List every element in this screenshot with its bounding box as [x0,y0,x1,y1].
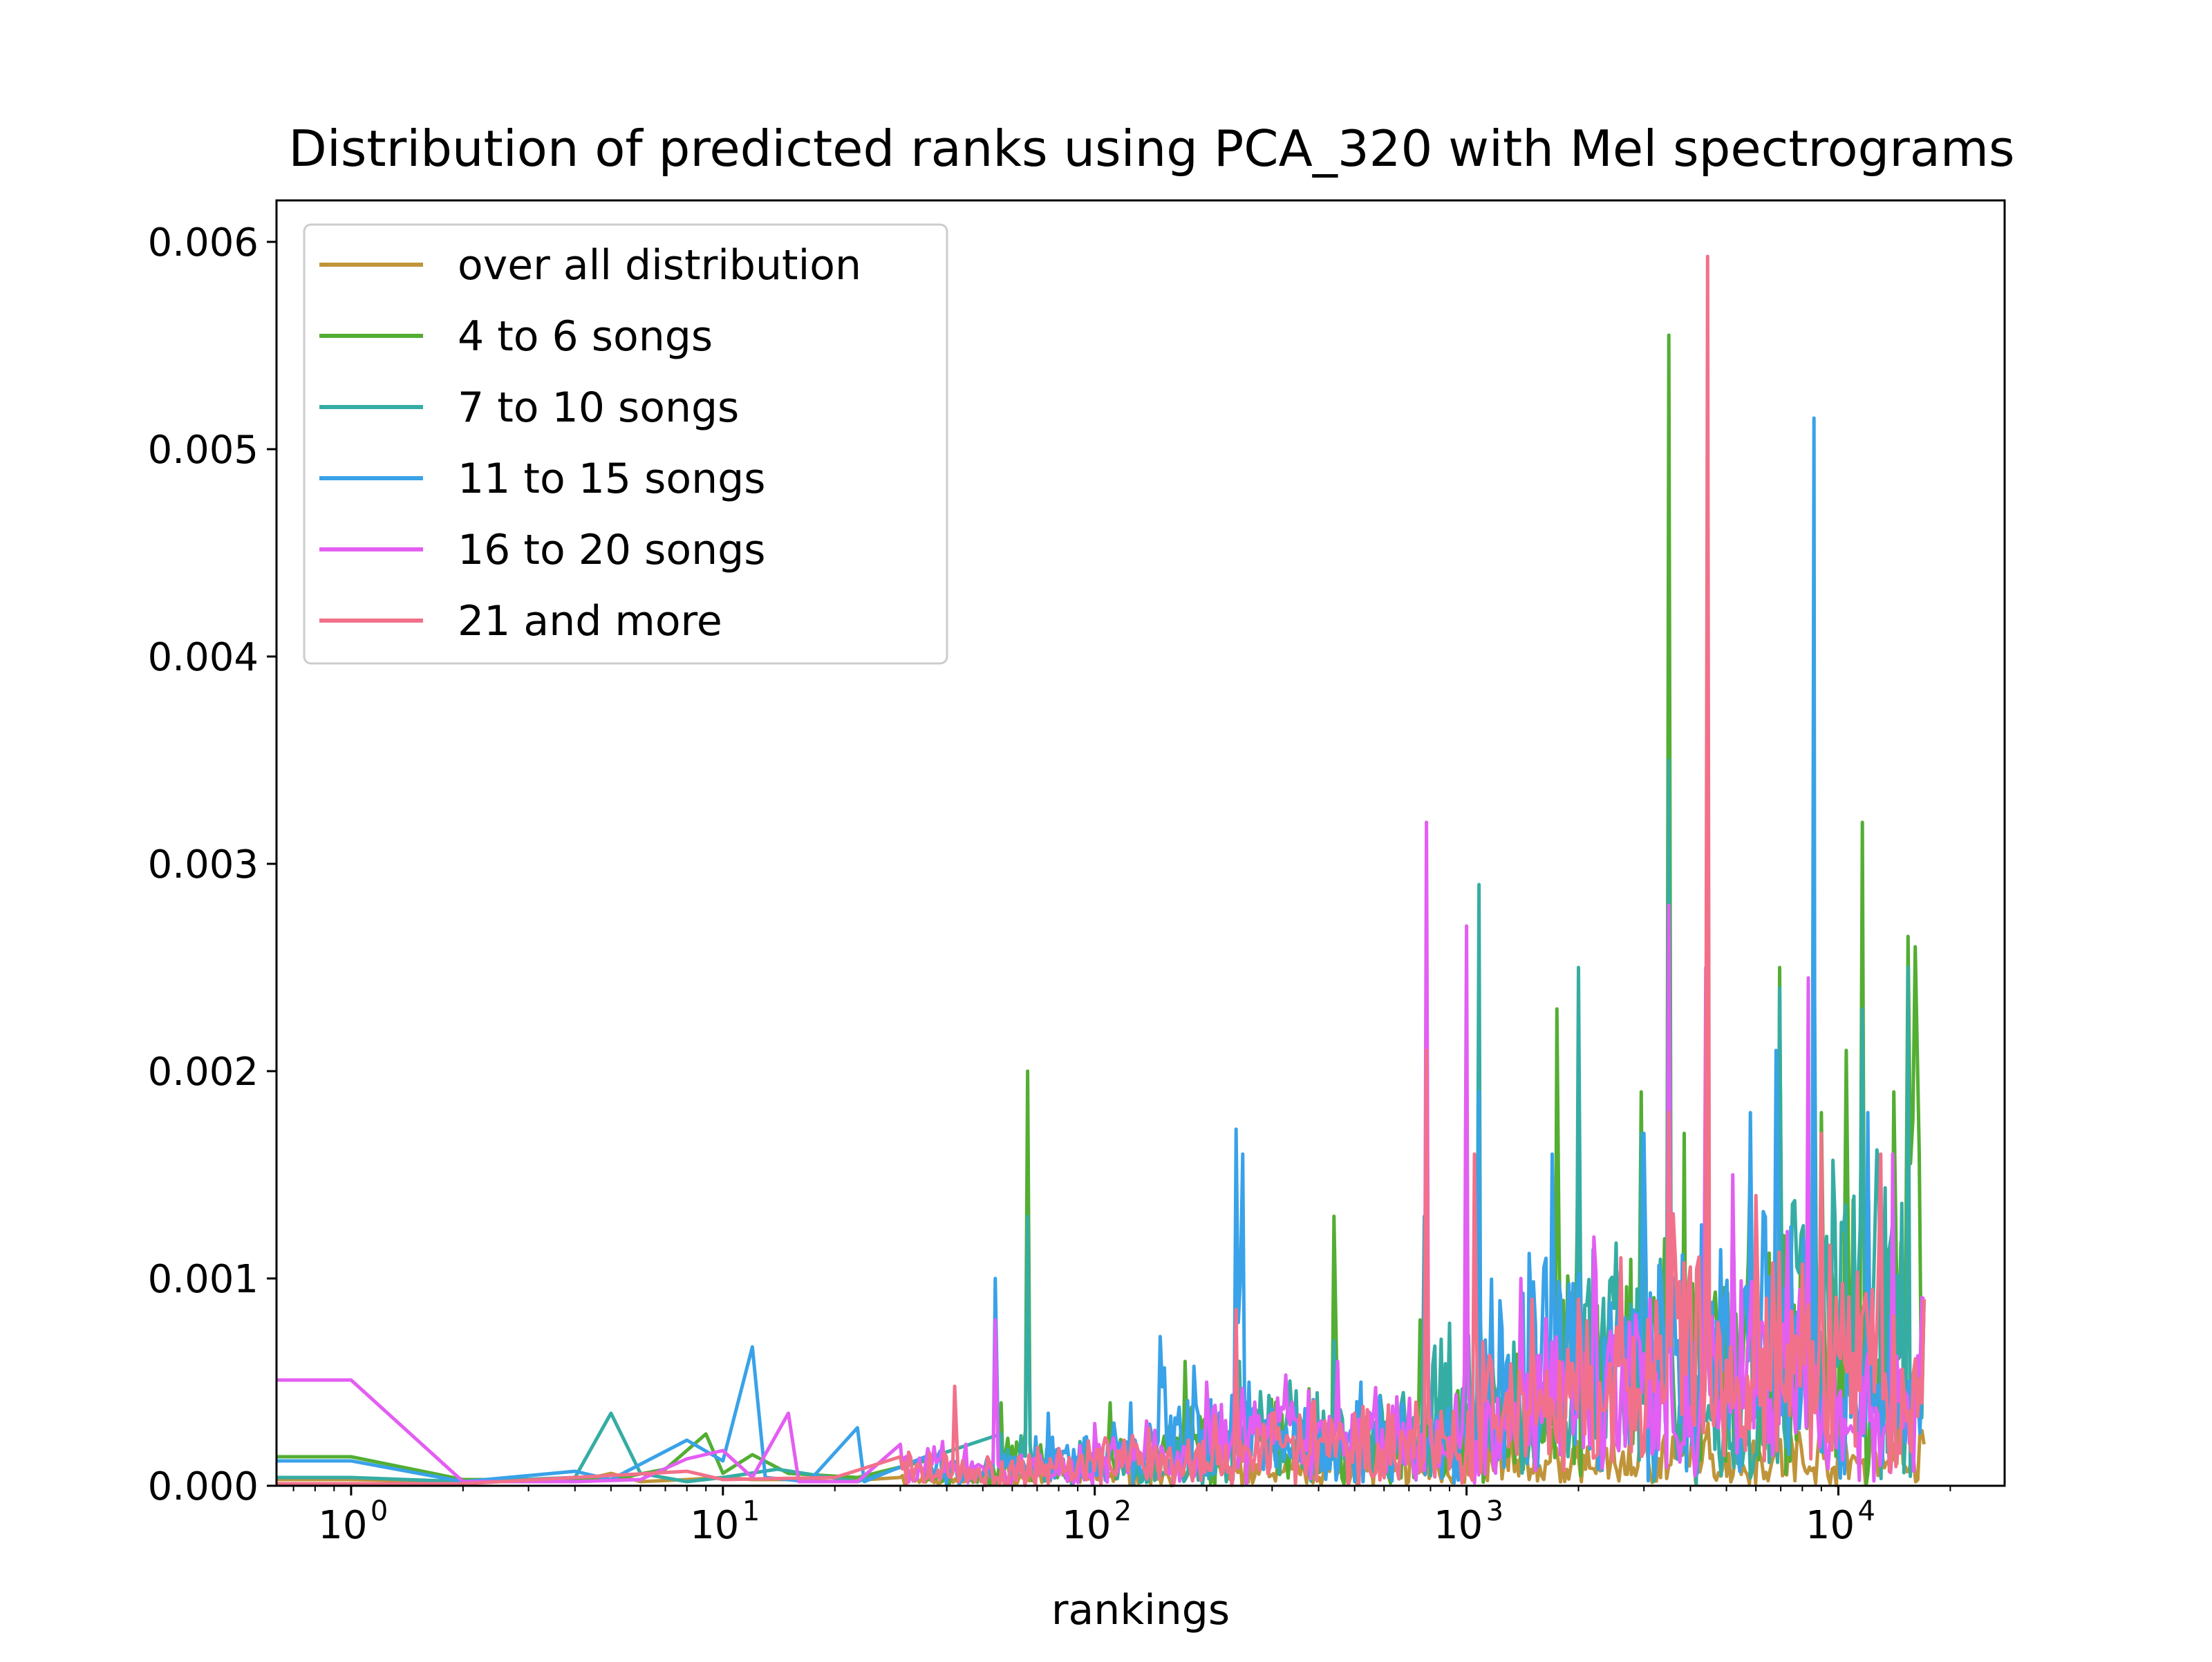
x-tick-exponent: 0 [371,1495,388,1527]
plot-frame [275,199,2006,1487]
legend-label: 4 to 6 songs [458,312,713,361]
x-tick-exponent: 3 [1486,1495,1503,1527]
x-tick-label: 10 [1806,1503,1855,1548]
series-layer [276,254,1926,1488]
y-tick-label: 0.006 [148,220,259,265]
legend-label: 16 to 20 songs [458,526,766,574]
y-tick-label: 0.005 [148,428,259,473]
legend: over all distribution 4 to 6 songs 7 to 10… [303,223,948,665]
y-tick-label: 0.003 [148,842,259,887]
x-tick-exponent: 2 [1114,1495,1132,1527]
legend-box [303,223,948,665]
series-line [276,254,1926,1488]
x-tick-label: 10 [1062,1503,1111,1548]
y-tick-label: 0.001 [148,1257,259,1302]
legend-label: over all distribution [458,241,861,290]
legend-label: 21 and more [458,597,722,645]
x-tick-label: 10 [318,1503,367,1548]
x-axis: 10 0 10 1 10 2 10 3 10 4 [292,1486,1951,1548]
legend-label: 7 to 10 songs [458,384,739,432]
x-tick-label: 10 [1434,1503,1483,1548]
y-tick-label: 0.004 [148,635,259,680]
x-tick-label: 10 [690,1503,739,1548]
x-tick-exponent: 1 [742,1495,760,1527]
y-tick-label: 0.002 [148,1050,259,1095]
legend-label: 11 to 15 songs [458,455,766,503]
y-axis: 0.000 0.001 0.002 0.003 0.004 0.005 0.006 [148,220,276,1509]
chart-title: Distribution of predicted ranks using PC… [288,120,2014,178]
x-tick-exponent: 4 [1857,1495,1875,1527]
y-tick-label: 0.000 [148,1464,259,1509]
x-axis-label: rankings [1051,1586,1230,1634]
